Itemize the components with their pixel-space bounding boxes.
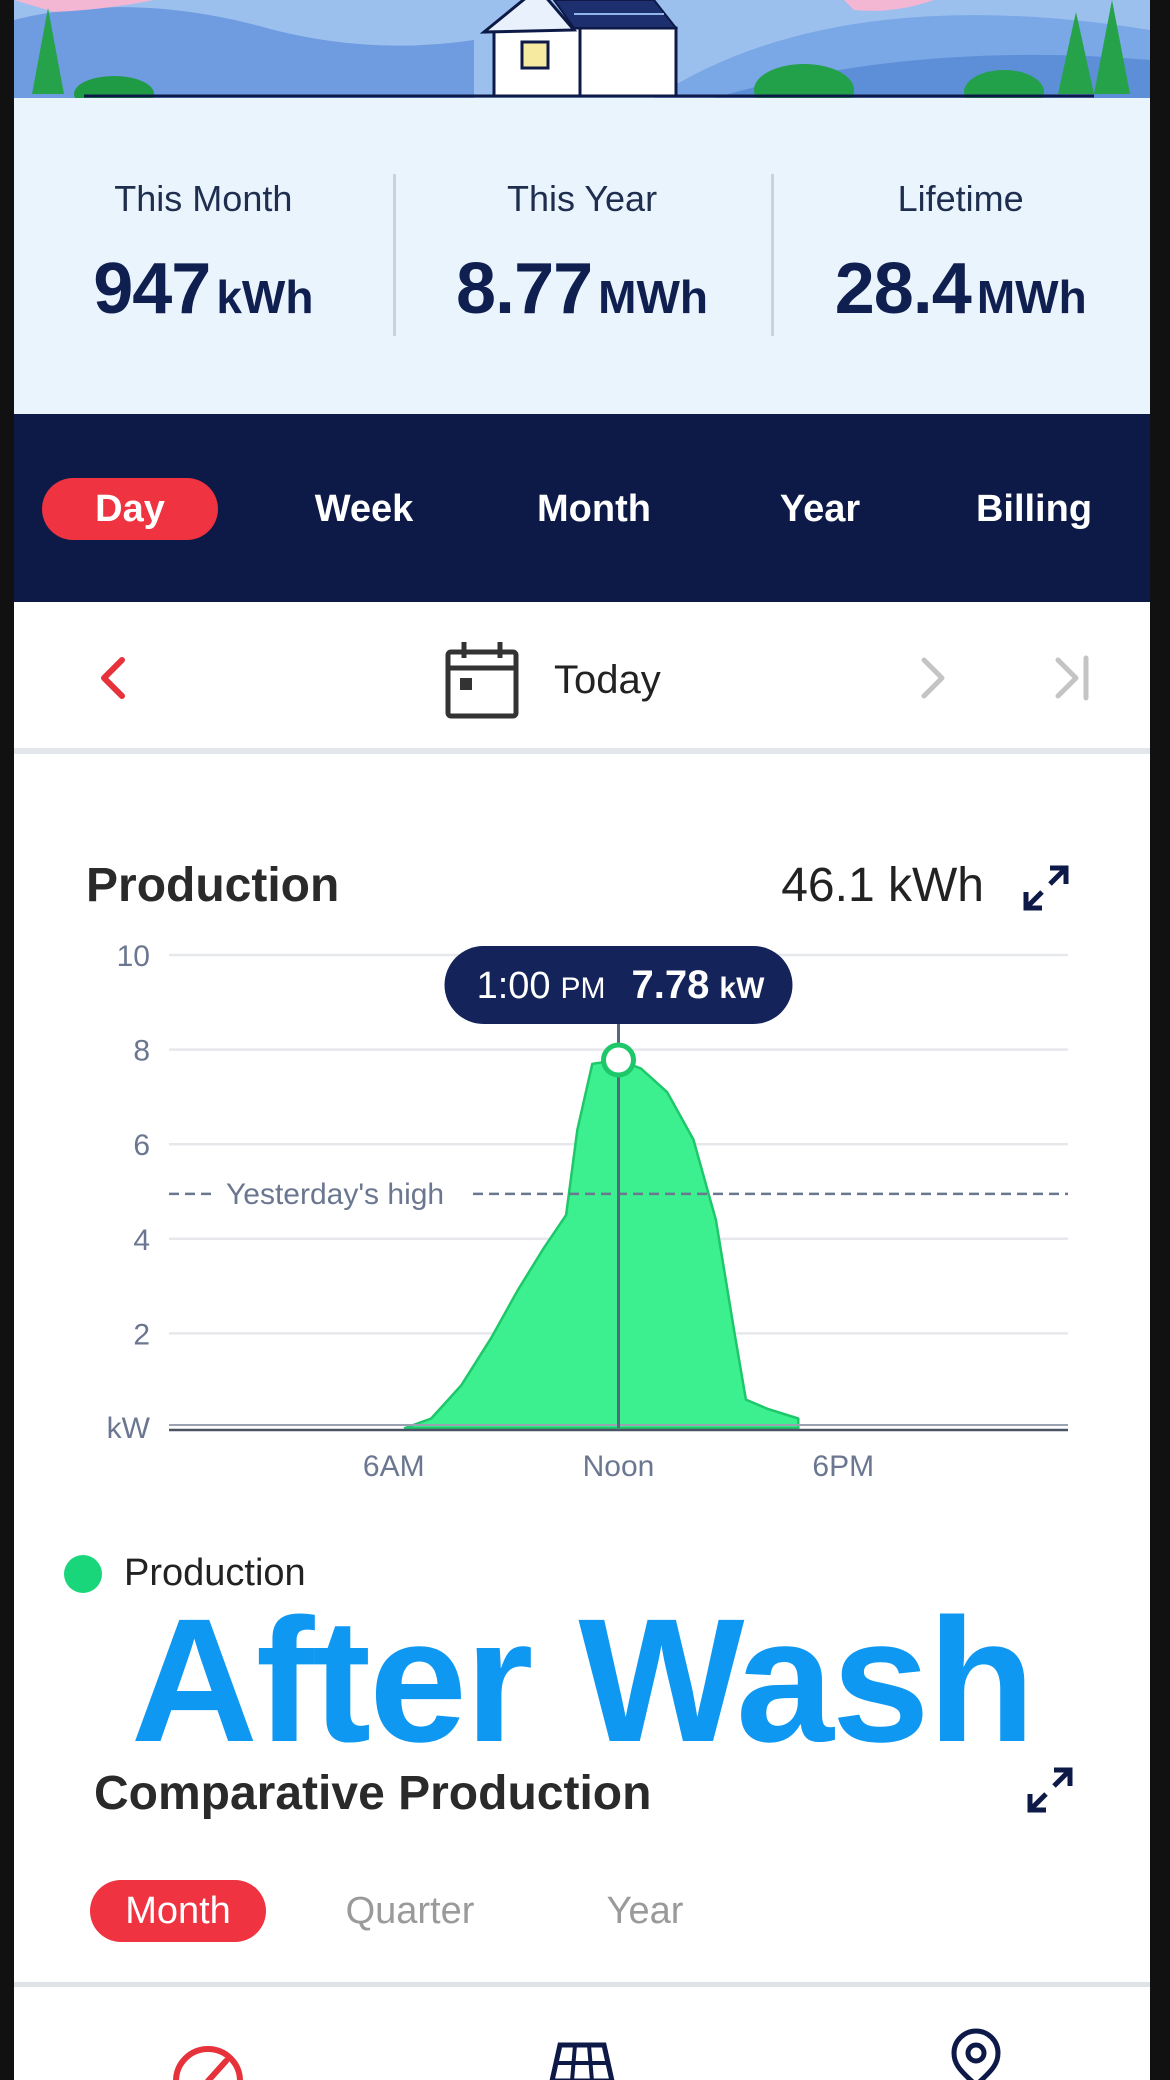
stat-this-year: This Year 8.77 MWh bbox=[392, 98, 772, 414]
y-unit-label: kW bbox=[107, 1412, 151, 1445]
tab-month[interactable]: Month bbox=[537, 488, 651, 530]
tab-billing[interactable]: Billing bbox=[975, 488, 1093, 530]
energy-stats: This Month 947 kWh This Year 8.77 MWh Life… bbox=[14, 98, 1150, 414]
tooltip-time: 1:00 bbox=[477, 965, 551, 1007]
expand-icon bbox=[1027, 1767, 1073, 1813]
production-title: Production bbox=[86, 859, 340, 912]
yesterday-high-label-bg bbox=[214, 1173, 472, 1214]
tooltip-ampm: PM bbox=[561, 972, 606, 1005]
y-tick-label: 4 bbox=[133, 1224, 150, 1257]
production-total: 46.1 kWh bbox=[781, 859, 984, 912]
x-tick-label: Noon bbox=[583, 1450, 655, 1478]
yesterday-high-label: Yesterday's high bbox=[226, 1178, 444, 1211]
chevron-left-icon bbox=[101, 657, 125, 699]
jump-to-latest-button[interactable] bbox=[1044, 648, 1104, 708]
expand-icon bbox=[1023, 865, 1069, 911]
app-screen: This Month 947 kWh This Year 8.77 MWh Life… bbox=[14, 0, 1150, 2080]
legend-swatch bbox=[64, 1554, 102, 1593]
tab-day[interactable]: Day bbox=[42, 478, 218, 540]
chart-legend: Production bbox=[64, 1552, 306, 1595]
chevron-right-icon bbox=[921, 657, 945, 699]
bottom-divider bbox=[14, 1982, 1150, 1987]
gauge-icon[interactable] bbox=[168, 2025, 248, 2080]
date-label: Today bbox=[554, 657, 661, 702]
period-tab-bar: Day Week Month Year Billing bbox=[14, 414, 1150, 602]
stat-lifetime: Lifetime 28.4 MWh bbox=[771, 98, 1150, 414]
expand-comparative-button[interactable] bbox=[1024, 1764, 1076, 1816]
stat-value: 947 kWh bbox=[14, 248, 393, 330]
stat-value: 8.77 MWh bbox=[393, 248, 772, 330]
stat-unit: MWh bbox=[598, 271, 708, 323]
stat-this-month: This Month 947 kWh bbox=[14, 98, 393, 414]
tooltip-value: 7.78 bbox=[632, 963, 710, 1007]
production-area bbox=[403, 1058, 800, 1430]
hero-illustration bbox=[14, 0, 1150, 98]
comparative-tab-quarter[interactable]: Quarter bbox=[345, 1890, 475, 1932]
comparative-tab-month[interactable]: Month bbox=[90, 1880, 266, 1942]
comparative-title: Comparative Production bbox=[94, 1767, 652, 1820]
stat-label: This Year bbox=[506, 178, 658, 219]
expand-production-button[interactable] bbox=[1020, 862, 1072, 914]
solar-panel-icon[interactable] bbox=[542, 2025, 622, 2080]
legend-label: Production bbox=[124, 1552, 306, 1594]
date-picker[interactable]: Today bbox=[442, 640, 661, 720]
next-day-button[interactable] bbox=[902, 648, 962, 708]
stat-value: 28.4 MWh bbox=[771, 248, 1150, 330]
bottom-nav bbox=[14, 1987, 1150, 2080]
tooltip-unit: kW bbox=[719, 972, 765, 1005]
y-tick-label: 10 bbox=[117, 940, 150, 973]
stat-unit: kWh bbox=[216, 271, 314, 323]
tooltip-text: 1:00 PM 7.78 kW bbox=[477, 963, 766, 1007]
tooltip-point[interactable] bbox=[601, 1042, 636, 1078]
stat-label: Lifetime bbox=[897, 178, 1024, 219]
tab-week[interactable]: Week bbox=[314, 488, 414, 530]
y-tick-label: 2 bbox=[133, 1318, 150, 1351]
production-chart[interactable]: Yesterday's high 10 8 6 4 2 kW 6AM Noon 6PM 1:00… bbox=[14, 938, 1150, 1478]
calendar-icon bbox=[445, 642, 519, 719]
location-pin-icon[interactable] bbox=[936, 2025, 1016, 2080]
tab-year[interactable]: Year bbox=[779, 488, 861, 530]
date-navigator: Today bbox=[14, 602, 1150, 754]
y-tick-label: 6 bbox=[133, 1129, 150, 1162]
stat-unit: MWh bbox=[976, 271, 1087, 323]
stat-number: 28.4 bbox=[834, 249, 972, 329]
tooltip-bubble bbox=[444, 946, 793, 1024]
stat-number: 947 bbox=[93, 249, 211, 329]
comparative-tab-year[interactable]: Year bbox=[606, 1890, 684, 1932]
skip-to-end-icon bbox=[1055, 655, 1089, 701]
x-tick-label: 6PM bbox=[812, 1450, 874, 1478]
stat-number: 8.77 bbox=[456, 249, 593, 329]
stat-label: This Month bbox=[114, 178, 293, 219]
x-tick-label: 6AM bbox=[363, 1450, 425, 1478]
y-tick-label: 8 bbox=[133, 1035, 150, 1068]
overlay-caption: After Wash bbox=[130, 1583, 1035, 1779]
previous-day-button[interactable] bbox=[84, 648, 144, 708]
